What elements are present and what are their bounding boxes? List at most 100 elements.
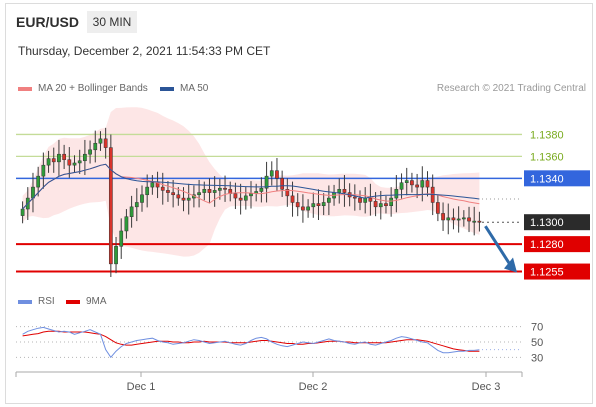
candle-up [145,186,150,196]
candle-down [223,187,227,190]
ma50-line [22,163,480,210]
candle-down [176,194,181,199]
ma50-swatch [160,86,174,91]
rsi-swatch [18,299,32,304]
candle-down [166,190,170,193]
candle-up [378,203,383,208]
candle-up [41,164,46,177]
time-tick-label: Dec 1 [127,381,156,393]
candle-up [259,187,264,192]
candle-up [72,162,77,166]
level-tag-1-1300: 1.1300 [524,214,590,231]
candle-up [363,197,368,203]
forecast-arrow-shaft [484,225,512,266]
candle-up [150,182,155,188]
level-tag-bg [524,214,590,231]
level-label-1-1280: 1.1280 [530,239,564,251]
candle-up [327,197,331,203]
candle-up [212,190,217,193]
ma20-swatch [18,86,32,91]
candle-up [36,175,41,188]
candle-down [51,158,56,163]
candle-up [399,182,404,190]
candle-up [20,208,25,216]
candle-up [93,142,98,151]
candle-down [207,189,212,193]
candle-down [410,180,414,186]
level-label-1-1300: 1.1300 [530,217,564,229]
level-tag-1-1340: 1.1340 [524,170,590,187]
candle-up [472,220,477,223]
candle-up [57,153,61,163]
candle-up [389,197,394,206]
candle-down [181,197,186,201]
candle-down [108,147,113,265]
timestamp: Thursday, December 2, 2021 11:54:33 PM C… [18,44,271,58]
legend-rsi-ma: 9MA [66,296,107,307]
legend-ma50: MA 50 [160,83,208,94]
rsi-line [22,326,480,359]
time-tick-label: Dec 2 [299,381,328,393]
candle-down [103,138,108,148]
candle-down [451,217,456,221]
candle-up [269,170,274,177]
rsi-ma-line [22,330,480,352]
timeframe-button[interactable]: 30 MIN [87,11,137,33]
rsi-level-label-50: 50 [531,337,543,349]
credit: Research © 2021 Trading Central [436,83,586,94]
legend-rsi: RSI [18,296,55,307]
candle-up [394,189,399,199]
legend-rsi-label: RSI [38,296,55,307]
candle-up [124,216,129,232]
candle-up [202,189,207,193]
candle-down [477,220,482,223]
candle-down [290,195,295,203]
legend-rsi-ma-label: 9MA [86,296,107,307]
candle-down [285,189,290,197]
rsi-level-label-30: 30 [531,352,543,364]
legend-ma20: MA 20 + Bollinger Bands [18,83,148,94]
candle-up [83,153,87,162]
symbol-title: EUR/USD [16,14,80,30]
candle-down [415,184,419,188]
candle-up [311,203,316,208]
candle-up [306,206,310,211]
candle-up [197,192,201,196]
level-tag-1-1255: 1.1255 [524,263,590,280]
candle-up [129,206,134,217]
forecast-arrow-head [504,257,517,273]
legend-ma50-label: MA 50 [180,83,209,94]
level-label-1-1380: 1.1380 [530,129,564,141]
candle-down [275,170,279,179]
candle-up [134,202,139,208]
candle-up [321,202,326,206]
candle-down [467,217,471,222]
candle-down [62,153,66,160]
candle-up [186,197,191,201]
time-tick-label: Dec 3 [472,381,501,393]
candle-up [446,217,451,221]
candle-up [140,194,144,203]
candle-up [88,149,92,155]
candle-down [280,178,285,190]
candle-up [243,195,248,201]
candle-up [404,180,409,183]
candle-up [114,246,118,265]
candle-up [119,230,124,247]
candle-down [373,201,378,208]
level-label-1-1360: 1.1360 [530,151,564,163]
candle-down [171,192,175,196]
rsi-level-label-70: 70 [531,322,543,334]
rsi-ma-swatch [66,299,80,304]
candle-up [461,217,466,220]
candle-up [264,175,269,189]
candle-up [77,160,82,164]
candle-down [67,159,72,166]
candle-down [384,203,388,206]
candles [20,127,482,278]
candle-up [46,158,51,166]
candle-up [217,187,222,191]
legend-ma20-label: MA 20 + Bollinger Bands [38,83,148,94]
candle-up [98,138,103,144]
level-tag-bg [524,263,590,280]
